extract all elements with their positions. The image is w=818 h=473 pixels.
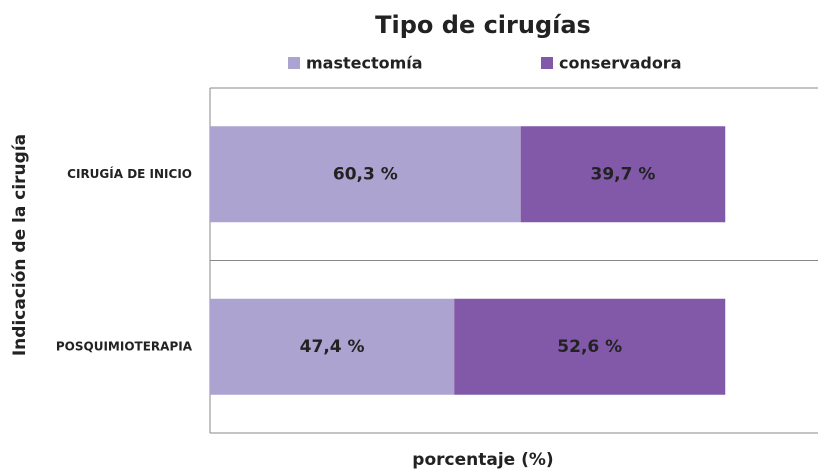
bar xyxy=(454,298,726,395)
legend-swatch xyxy=(288,57,300,69)
chart-title: Tipo de cirugías xyxy=(375,11,591,39)
y-tick-label: CIRUGÍA DE INICIO xyxy=(67,166,192,181)
x-axis-label: porcentaje (%) xyxy=(412,450,553,470)
legend-label: mastectomía xyxy=(306,54,423,73)
data-label: 39,7 % xyxy=(591,164,656,184)
data-label: 60,3 % xyxy=(333,164,398,184)
y-tick-label: POSQUIMIOTERAPIA xyxy=(56,339,193,353)
legend-label: conservadora xyxy=(559,54,682,73)
data-label: 47,4 % xyxy=(300,337,365,357)
bar xyxy=(210,126,521,223)
bar xyxy=(520,126,726,223)
data-label: 52,6 % xyxy=(557,337,622,357)
y-axis-label: Indicación de la cirugía xyxy=(10,134,30,356)
legend-swatch xyxy=(541,57,553,69)
bar xyxy=(210,298,455,395)
